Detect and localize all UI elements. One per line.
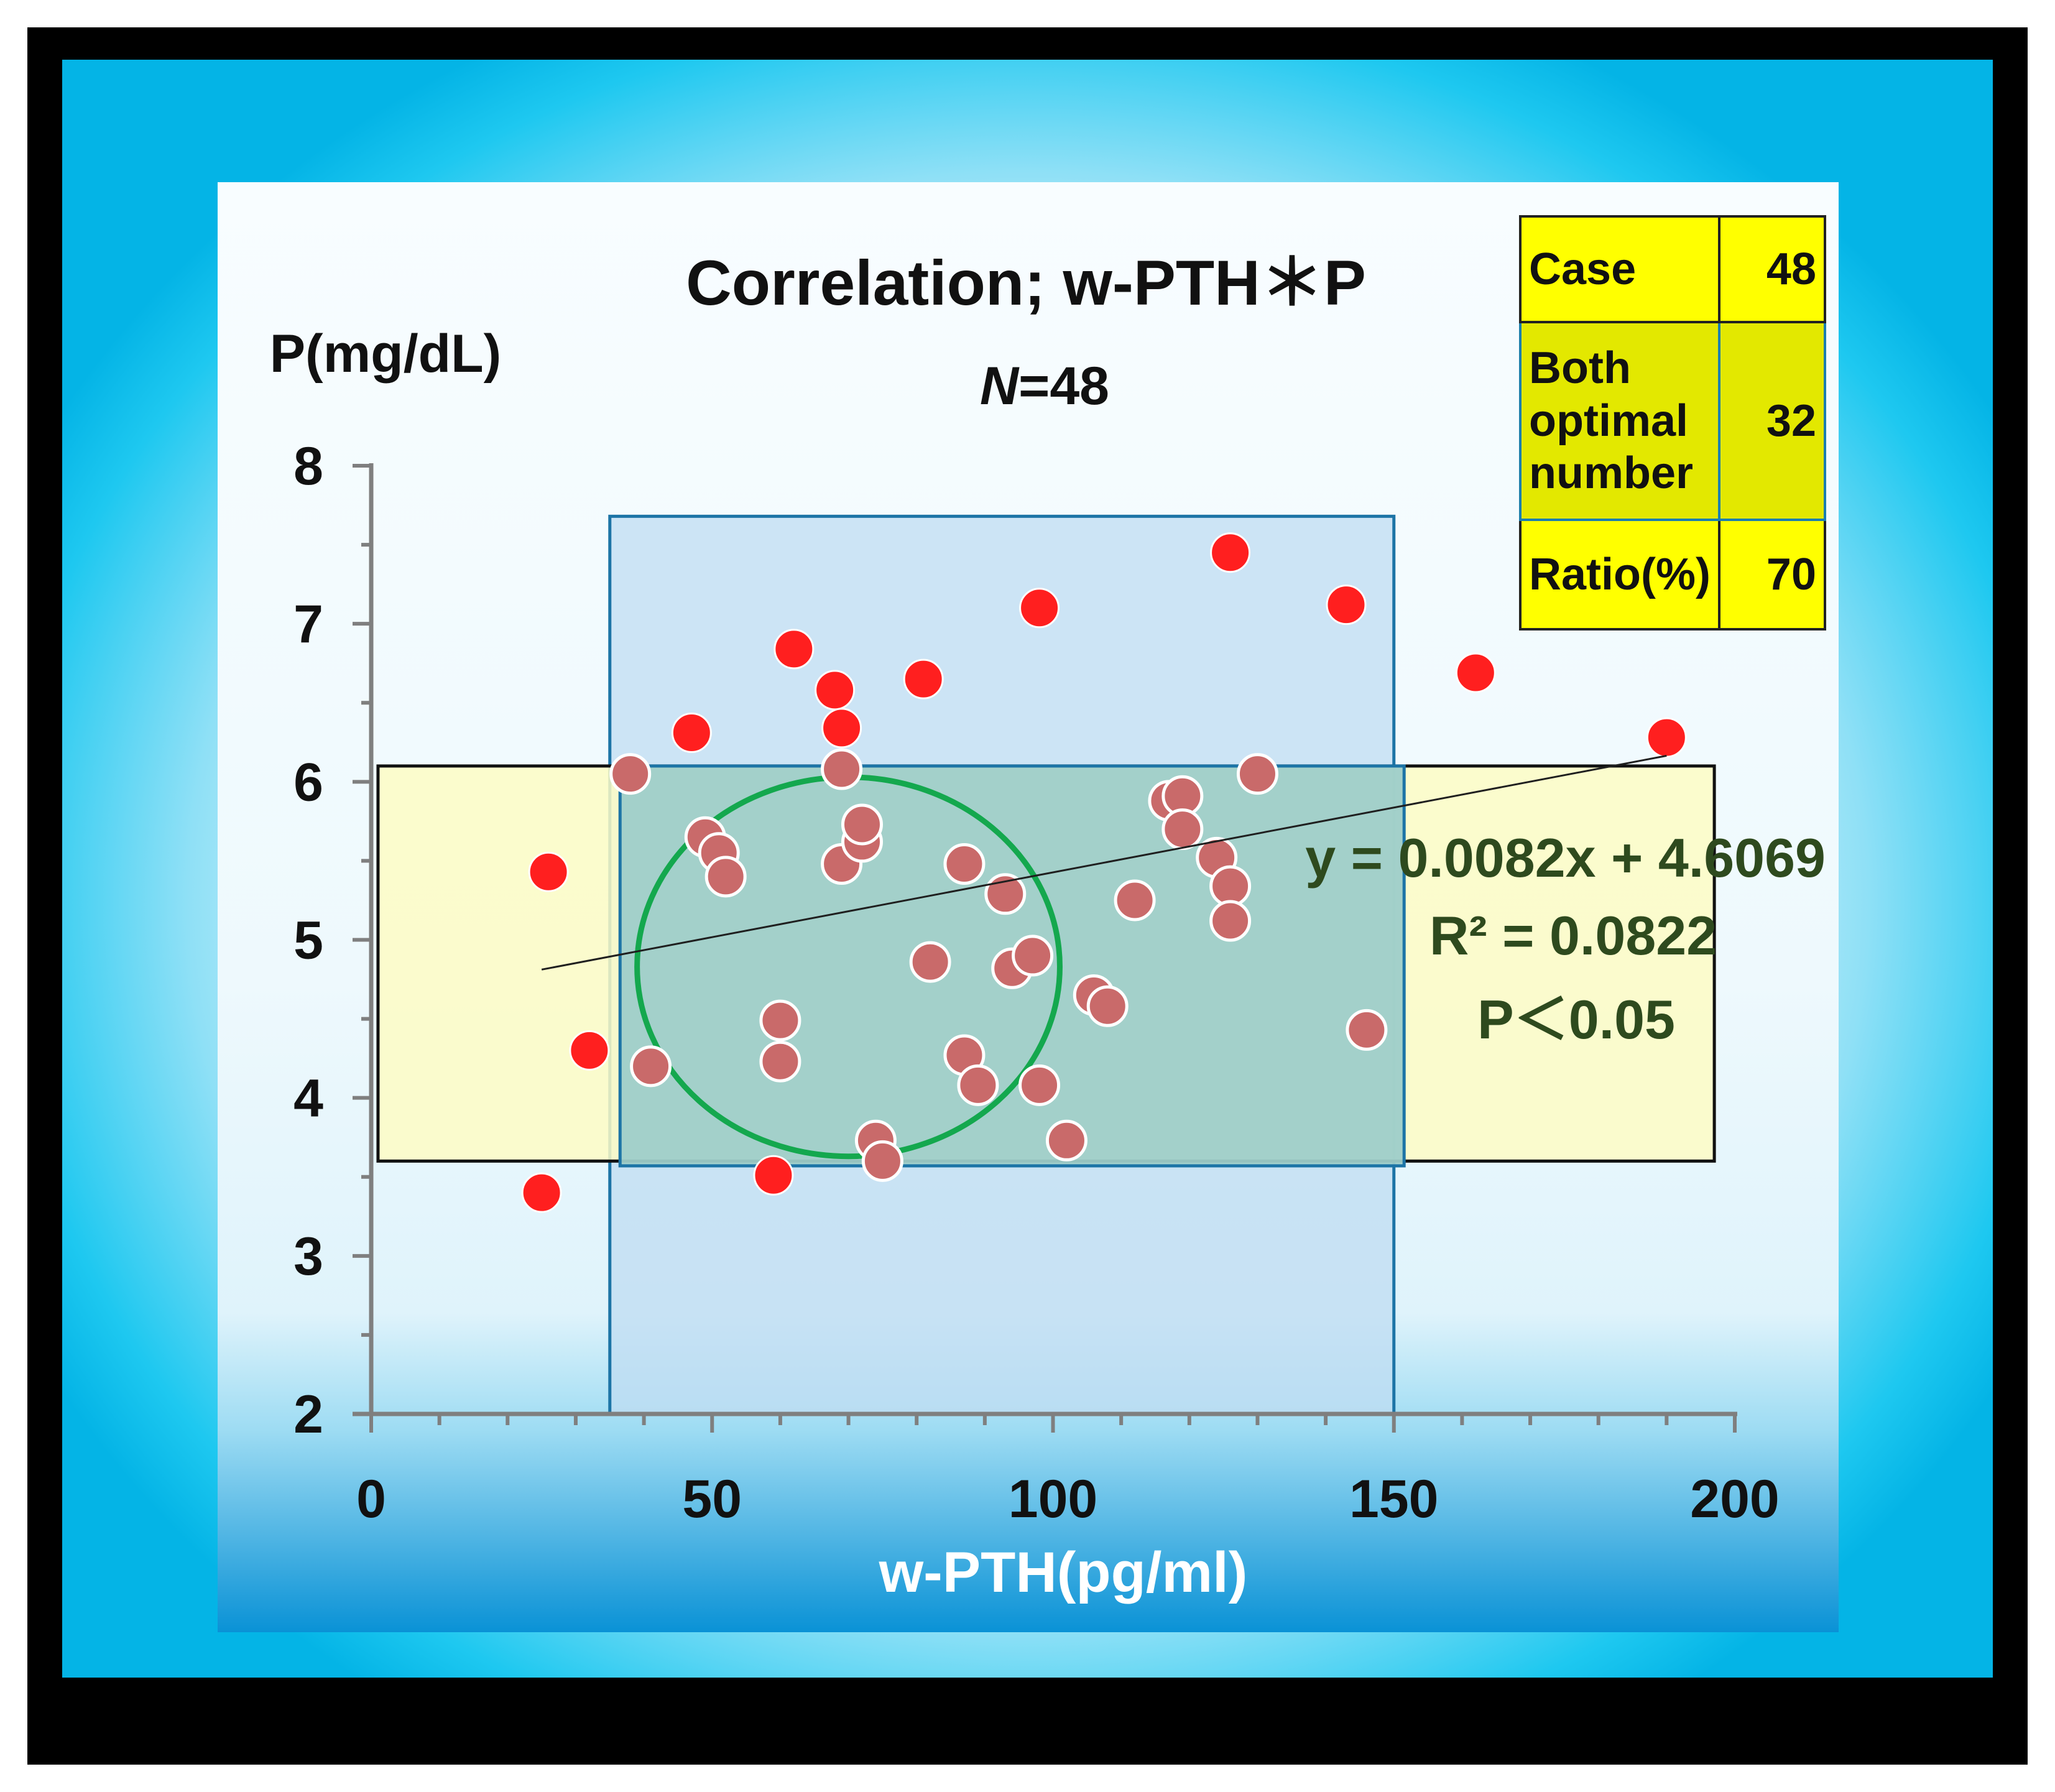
- data-point: [841, 803, 883, 846]
- data-point: [909, 941, 951, 983]
- overlap-region: [618, 764, 1406, 1168]
- data-point: [759, 999, 801, 1041]
- y-tick-label: 2: [293, 1385, 323, 1444]
- y-tick-label: 3: [293, 1227, 323, 1286]
- x-axis-label: w-PTH(pg/ml): [879, 1541, 1248, 1604]
- stats-label: Ratio(%): [1519, 519, 1720, 630]
- stats-value: 70: [1717, 519, 1827, 630]
- data-point: [1045, 1119, 1088, 1162]
- data-point: [753, 1155, 794, 1196]
- data-point: [704, 856, 747, 898]
- trendline: [541, 754, 1667, 971]
- stats-label: Both optimal number: [1519, 321, 1720, 521]
- x-tick-label: 100: [1009, 1469, 1098, 1529]
- data-point: [1018, 1064, 1061, 1106]
- stats-row-case: Case 48: [1519, 215, 1827, 323]
- data-point: [521, 1172, 562, 1213]
- chart-subtitle: N=48: [980, 356, 1109, 416]
- trendline-equation: y = 0.0082x + 4.6069: [1305, 827, 1826, 889]
- data-point: [821, 708, 862, 749]
- data-point: [1455, 652, 1496, 693]
- data-point: [569, 1030, 610, 1071]
- stats-row-both-optimal: Both optimal number 32: [1519, 321, 1827, 521]
- y-tick-label: 5: [293, 911, 323, 971]
- data-point: [957, 1064, 999, 1106]
- data-point: [943, 843, 986, 885]
- stats-label: Case: [1519, 215, 1720, 323]
- y-tick-label: 7: [293, 594, 323, 654]
- data-point: [1346, 1009, 1388, 1051]
- stats-value: 32: [1717, 321, 1827, 521]
- stats-table: Case 48 Both optimal number 32 Ratio(%) …: [1519, 215, 1827, 630]
- data-point: [1326, 584, 1367, 626]
- y-axis-label: P(mg/dL): [270, 324, 502, 384]
- data-point: [528, 851, 569, 892]
- data-point: [1161, 808, 1204, 851]
- data-point: [1236, 753, 1278, 795]
- data-point: [1012, 935, 1054, 977]
- data-point: [759, 1040, 801, 1083]
- data-point: [821, 748, 863, 790]
- data-point: [774, 629, 815, 670]
- y-tick-label: 8: [293, 436, 323, 496]
- chart-title: Correlation; w-PTH＊P: [686, 247, 1366, 318]
- subtitle-italic: N: [980, 356, 1020, 416]
- data-point: [630, 1045, 672, 1088]
- r-squared-label: R² = 0.0822: [1429, 905, 1717, 966]
- y-tick-label: 4: [293, 1069, 323, 1129]
- stats-row-ratio: Ratio(%) 70: [1519, 519, 1827, 630]
- data-point: [1209, 865, 1252, 907]
- x-tick-label: 50: [682, 1469, 742, 1529]
- subtitle-rest: =48: [1018, 356, 1109, 416]
- y-tick-label: 6: [293, 752, 323, 812]
- data-point: [1019, 588, 1060, 629]
- x-tick-label: 150: [1349, 1469, 1439, 1529]
- data-point: [1210, 532, 1251, 573]
- data-point: [984, 873, 1027, 915]
- data-point: [671, 713, 712, 754]
- data-point: [1086, 985, 1129, 1027]
- x-tick-label: 0: [356, 1469, 386, 1529]
- data-point: [815, 670, 856, 711]
- data-point: [1114, 879, 1156, 921]
- data-point: [903, 658, 944, 700]
- data-point: [1209, 900, 1252, 942]
- x-tick-label: 200: [1690, 1469, 1780, 1529]
- data-point: [1646, 717, 1687, 758]
- p-value-label: P＜0.05: [1477, 989, 1675, 1050]
- stats-value: 48: [1717, 215, 1827, 323]
- data-point: [861, 1140, 903, 1182]
- data-point: [609, 753, 652, 795]
